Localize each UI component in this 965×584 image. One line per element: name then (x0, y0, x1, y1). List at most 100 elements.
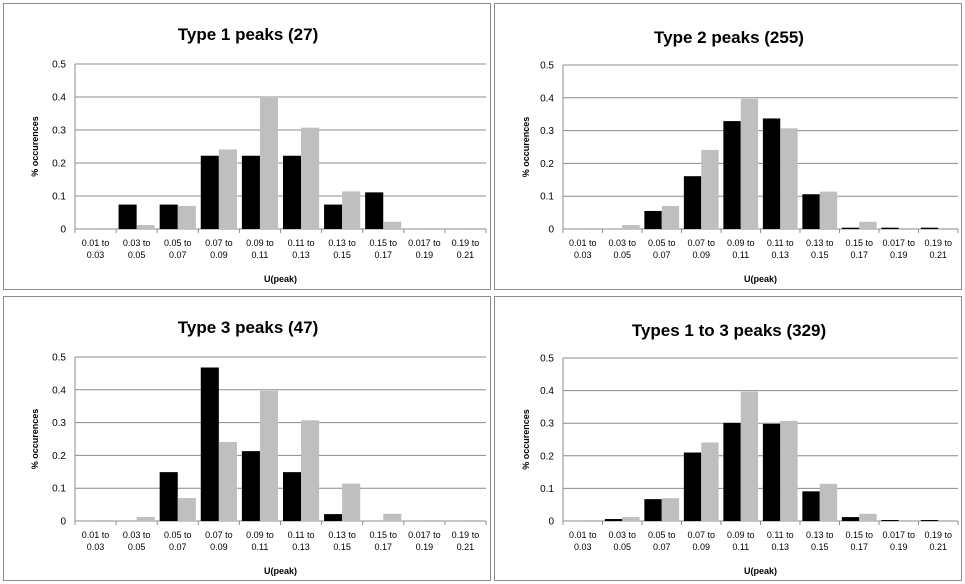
chart-4-bar-series-2 (701, 442, 719, 521)
chart-3-x-tick-label: 0.01 to 0.03 (82, 530, 110, 552)
chart-3-bar-series-2 (177, 498, 196, 521)
chart-3-x-tick-label: 0.09 to 0.11 (246, 530, 274, 552)
chart-1-y-axis-label: % occurences (30, 116, 40, 177)
chart-1-x-tick-label: 0.03 to 0.05 (123, 238, 151, 260)
chart-3-bar-series-1 (200, 367, 219, 521)
chart-4-x-tick-label: 0.017 to 0.19 (882, 530, 915, 552)
chart-4-bar-series-1 (644, 499, 662, 521)
chart-3-y-tick-label: 0 (60, 517, 66, 528)
chart-svg-type-1: Type 1 peaks (27) 0 0.1 0.2 0.3 0.4 0.5 0.01 to… (30, 25, 487, 284)
chart-4-x-tick-label: 0.07 to 0.09 (687, 530, 715, 552)
chart-4-y-tick-label: 0.3 (540, 419, 554, 430)
chart-2-bar-series-1 (802, 194, 820, 229)
chart-3-bar-series-2 (259, 390, 279, 521)
chart-3-title: Type 3 peaks (47) (178, 318, 318, 337)
chart-2-bar-series-2 (859, 221, 877, 229)
chart-panel-type-1: Type 1 peaks (27) 0 0.1 0.2 0.3 0.4 0.5 0.01 to… (3, 3, 491, 290)
chart-1-bar-series-2 (342, 191, 361, 229)
chart-2-bar-series-1 (683, 176, 702, 229)
chart-4-y-tick-label: 0.4 (540, 386, 554, 397)
chart-1-x-tick-label: 0.09 to 0.11 (246, 238, 274, 260)
chart-panel-type-2: Type 2 peaks (255) 0 0.1 0.2 0.3 0.4 0.5 0.01 t… (494, 3, 962, 290)
chart-1-y-tick-label: 0.5 (52, 60, 66, 71)
chart-1-x-tick-label: 0.11 to 0.13 (288, 238, 315, 260)
chart-svg-type-3: Type 3 peaks (47) 0 0.1 0.2 0.3 0.4 0.5 0.01 to… (30, 318, 487, 576)
chart-3-x-tick-label: 0.03 to 0.05 (123, 530, 151, 552)
chart-2-bar-series-2 (740, 98, 759, 229)
chart-3-y-tick-label: 0.3 (52, 418, 66, 429)
chart-4-x-tick-label: 0.15 to 0.17 (845, 530, 873, 552)
chart-4-title: Types 1 to 3 peaks (329) (632, 321, 826, 340)
chart-2-x-tick-label: 0.19 to 0.21 (924, 238, 952, 260)
chart-4-bar-series-2 (780, 420, 798, 521)
chart-2-y-tick-label: 0.4 (540, 93, 554, 104)
chart-3-bar-series-1 (324, 514, 343, 521)
chart-3-x-tick-label: 0.05 to 0.07 (164, 530, 192, 552)
chart-3-x-tick-label: 0.15 to 0.17 (369, 530, 397, 552)
chart-4-bar-series-2 (859, 513, 877, 521)
chart-3-bar-series-2 (424, 520, 443, 521)
chart-2-x-tick-label: 0.09 to 0.11 (727, 238, 755, 260)
chart-1-bar-series-1 (118, 204, 137, 229)
chart-2-y-tick-label: 0.2 (540, 159, 554, 170)
chart-3-y-tick-label: 0.4 (52, 385, 66, 396)
chart-2-y-axis-label: % occurences (521, 117, 531, 178)
chart-1-bar-series-2 (301, 127, 320, 229)
chart-3-x-tick-label: 0.13 to 0.15 (328, 530, 356, 552)
chart-2-x-tick-label: 0.03 to 0.05 (608, 238, 636, 260)
chart-2-bar-series-1 (723, 121, 741, 229)
chart-4-x-axis-label: U(peak) (744, 566, 777, 576)
chart-2-bar-series-1 (841, 227, 860, 229)
chart-2-bar-series-2 (582, 228, 601, 229)
chart-1-bar-series-2 (465, 228, 484, 229)
chart-4-bar-series-1 (841, 517, 860, 521)
chart-2-bar-series-2 (938, 228, 956, 229)
chart-1-y-tick-label: 0.3 (52, 126, 66, 137)
chart-2-y-tick-label: 0.5 (540, 61, 554, 72)
chart-panel-type-3: Type 3 peaks (47) 0 0.1 0.2 0.3 0.4 0.5 0.01 to… (3, 296, 491, 581)
chart-2-bar-series-2 (898, 228, 917, 229)
chart-3-bar-series-1 (241, 451, 260, 521)
chart-4-bar-series-1 (604, 519, 623, 521)
chart-4-y-tick-label: 0.2 (540, 451, 554, 462)
chart-2-x-tick-label: 0.01 to 0.03 (569, 238, 597, 260)
chart-4-bar-series-1 (920, 520, 939, 521)
chart-1-x-tick-label: 0.15 to 0.17 (369, 238, 397, 260)
chart-1-bar-series-1 (159, 204, 178, 229)
chart-1-bar-series-2 (177, 205, 196, 229)
chart-2-bar-series-2 (701, 149, 719, 229)
chart-4-x-tick-label: 0.13 to 0.15 (806, 530, 834, 552)
chart-2-x-tick-label: 0.13 to 0.15 (806, 238, 834, 260)
chart-1-bar-series-2 (218, 149, 237, 229)
chart-1-bar-series-1 (324, 204, 343, 229)
chart-3-bar-series-2 (465, 520, 484, 521)
chart-2-y-tick-label: 0 (548, 225, 554, 236)
chart-2-bar-series-2 (661, 206, 680, 229)
chart-panel-types-1-to-3: Types 1 to 3 peaks (329) 0 0.1 0.2 0.3 0.4 0.5… (494, 296, 962, 581)
chart-1-y-tick-label: 0 (60, 225, 66, 236)
chart-2-x-tick-label: 0.05 to 0.07 (648, 238, 676, 260)
chart-3-bar-series-2 (136, 517, 155, 521)
chart-3-bar-series-2 (342, 483, 361, 521)
chart-2-y-tick-label: 0.1 (540, 192, 554, 203)
chart-2-x-tick-label: 0.017 to 0.19 (882, 238, 915, 260)
chart-3-bar-series-1 (282, 472, 302, 521)
chart-svg-types-1-to-3: Types 1 to 3 peaks (329) 0 0.1 0.2 0.3 0.4 0.5… (521, 321, 959, 576)
chart-1-x-tick-label: 0.05 to 0.07 (164, 238, 192, 260)
chart-4-bar-series-2 (661, 498, 680, 521)
chart-1-bar-series-2 (383, 221, 402, 229)
chart-1-x-tick-label: 0.13 to 0.15 (328, 238, 356, 260)
chart-2-x-tick-label: 0.11 to 0.13 (767, 238, 794, 260)
chart-3-x-tick-label: 0.017 to 0.19 (408, 530, 441, 552)
chart-4-y-tick-label: 0.5 (540, 354, 554, 365)
chart-4-x-tick-label: 0.05 to 0.07 (648, 530, 676, 552)
chart-3-x-tick-label: 0.11 to 0.13 (288, 530, 315, 552)
chart-2-bar-series-1 (644, 210, 662, 229)
chart-4-y-tick-label: 0.1 (540, 484, 554, 495)
chart-1-bar-series-1 (365, 192, 384, 229)
chart-3-x-tick-label: 0.07 to 0.09 (205, 530, 233, 552)
chart-4-bar-series-2 (819, 483, 838, 521)
chart-2-x-tick-label: 0.07 to 0.09 (687, 238, 715, 260)
chart-3-bar-series-1 (159, 472, 178, 521)
chart-4-x-tick-label: 0.11 to 0.13 (767, 530, 794, 552)
